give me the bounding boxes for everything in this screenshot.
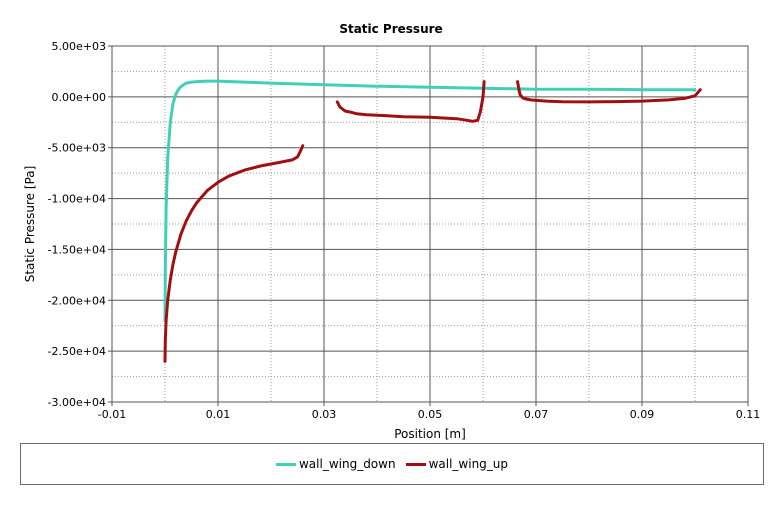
series-line-wall-wing-up-segment-2 — [335, 80, 486, 123]
x-tick-label: 0.03 — [312, 408, 337, 421]
y-tick-label: -2.00e+04 — [48, 294, 106, 307]
legend-item-wall-wing-up: wall_wing_up — [405, 457, 509, 471]
y-tick-label: -1.50e+04 — [48, 243, 106, 256]
x-tick-label: 0.07 — [524, 408, 549, 421]
legend-items: wall_wing_down wall_wing_up — [21, 444, 763, 484]
y-tick-label: -2.50e+04 — [48, 345, 106, 358]
chart-title: Static Pressure — [339, 22, 442, 36]
series-line-wall-wing-up-segment-1 — [163, 144, 305, 363]
x-axis: -0.01 0.01 0.03 0.05 0.07 0.09 0.11 — [98, 402, 760, 421]
x-tick-label: 0.01 — [206, 408, 231, 421]
legend-swatch-wall-wing-down — [275, 462, 296, 466]
y-tick-label: -3.00e+04 — [48, 396, 106, 409]
y-tick-label: 0.00e+00 — [52, 91, 106, 104]
legend: wall_wing_down wall_wing_up — [20, 443, 764, 485]
x-tick-label: 0.11 — [736, 408, 761, 421]
legend-item-wall-wing-down: wall_wing_down — [275, 457, 396, 471]
y-tick-label: -1.00e+04 — [48, 193, 106, 206]
legend-label-wall-wing-down: wall_wing_down — [298, 457, 396, 471]
y-axis-label: Static Pressure [Pa] — [23, 166, 37, 283]
y-axis: 5.00e+03 0.00e+00 -5.00e+03 -1.00e+04 -1.50e… — [48, 40, 112, 409]
x-tick-label: 0.09 — [630, 408, 655, 421]
x-tick-label: 0.05 — [418, 408, 443, 421]
legend-swatch-wall-wing-up — [405, 462, 426, 466]
x-axis-label: Position [m] — [394, 427, 466, 441]
legend-label-wall-wing-up: wall_wing_up — [428, 457, 509, 471]
x-tick-label: -0.01 — [98, 408, 126, 421]
series-line-wall-wing-up-segment-3 — [516, 80, 702, 104]
y-tick-label: -5.00e+03 — [48, 142, 106, 155]
series-layer — [163, 79, 702, 363]
y-tick-label: 5.00e+03 — [52, 40, 106, 53]
